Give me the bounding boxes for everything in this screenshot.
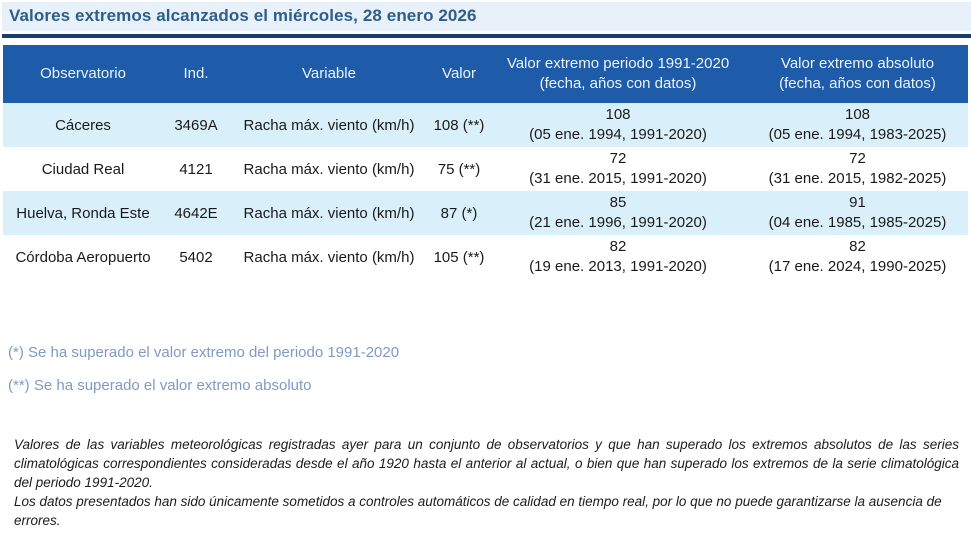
cell-extremo-periodo: 85 (21 ene. 1996, 1991-2020) xyxy=(529,194,707,231)
col-header-observatorio: Observatorio xyxy=(3,45,163,103)
cell-variable: Racha máx. viento (km/h) xyxy=(243,116,415,134)
col-header-indicativo: Ind. xyxy=(163,45,229,103)
cell-variable: Racha máx. viento (km/h) xyxy=(243,248,415,266)
cell-extremo-absoluto: 108 (05 ene. 1994, 1983-2025) xyxy=(768,106,947,143)
table-row: Ciudad Real 4121 Racha máx. viento (km/h… xyxy=(3,147,968,191)
table-row: Cáceres 3469A Racha máx. viento (km/h) 1… xyxy=(3,103,968,147)
cell-indicativo: 4121 xyxy=(179,160,213,178)
disclaimer-paragraph-2: Los datos presentados han sido únicament… xyxy=(14,494,942,528)
cell-observatorio: Cáceres xyxy=(55,116,111,134)
cell-variable: Racha máx. viento (km/h) xyxy=(243,204,415,222)
report-title-bar: Valores extremos alcanzados el miércoles… xyxy=(2,2,971,31)
cell-extremo-periodo: 82 (19 ene. 2013, 1991-2020) xyxy=(529,238,707,275)
footnotes: (*) Se ha superado el valor extremo del … xyxy=(8,343,971,395)
title-underline xyxy=(2,34,971,38)
cell-extremo-periodo: 72 (31 ene. 2015, 1991-2020) xyxy=(529,150,707,187)
table-row: Córdoba Aeropuerto 5402 Racha máx. vient… xyxy=(3,235,968,279)
cell-observatorio: Huelva, Ronda Este xyxy=(16,204,150,222)
cell-indicativo: 5402 xyxy=(179,248,213,266)
disclaimer-paragraph-1: Valores de las variables meteorológicas … xyxy=(14,437,959,490)
extremes-table: Observatorio Ind. Variable Valor Valor e… xyxy=(3,45,968,279)
cell-variable: Racha máx. viento (km/h) xyxy=(243,160,415,178)
cell-indicativo: 4642E xyxy=(174,204,218,222)
cell-extremo-absoluto: 82 (17 ene. 2024, 1990-2025) xyxy=(768,238,947,275)
cell-indicativo: 3469A xyxy=(174,116,218,134)
footnote-periodo: (*) Se ha superado el valor extremo del … xyxy=(8,344,400,361)
cell-extremo-periodo: 108 (05 ene. 1994, 1991-2020) xyxy=(529,106,707,143)
footnote-absoluto: (**) Se ha superado el valor extremo abs… xyxy=(8,377,312,394)
cell-observatorio: Ciudad Real xyxy=(41,160,125,178)
cell-valor: 105 (**) xyxy=(433,248,485,266)
col-header-extremo-absoluto: Valor extremo absoluto (fecha, años con … xyxy=(747,45,968,103)
table-row: Huelva, Ronda Este 4642E Racha máx. vien… xyxy=(3,191,968,235)
cell-valor: 108 (**) xyxy=(433,116,485,134)
col-header-extremo-periodo: Valor extremo periodo 1991-2020 (fecha, … xyxy=(489,45,747,103)
cell-extremo-absoluto: 91 (04 ene. 1985, 1985-2025) xyxy=(768,194,947,231)
table-header-row: Observatorio Ind. Variable Valor Valor e… xyxy=(3,45,968,103)
cell-observatorio: Córdoba Aeropuerto xyxy=(15,248,151,266)
disclaimer: Valores de las variables meteorológicas … xyxy=(14,435,959,530)
cell-extremo-absoluto: 72 (31 ene. 2015, 1982-2025) xyxy=(768,150,947,187)
col-header-valor: Valor xyxy=(429,45,489,103)
cell-valor: 75 (**) xyxy=(437,160,481,178)
page-title: Valores extremos alcanzados el miércoles… xyxy=(9,6,477,25)
cell-valor: 87 (*) xyxy=(440,204,478,222)
col-header-variable: Variable xyxy=(229,45,429,103)
extreme-values-report: Valores extremos alcanzados el miércoles… xyxy=(0,2,971,530)
